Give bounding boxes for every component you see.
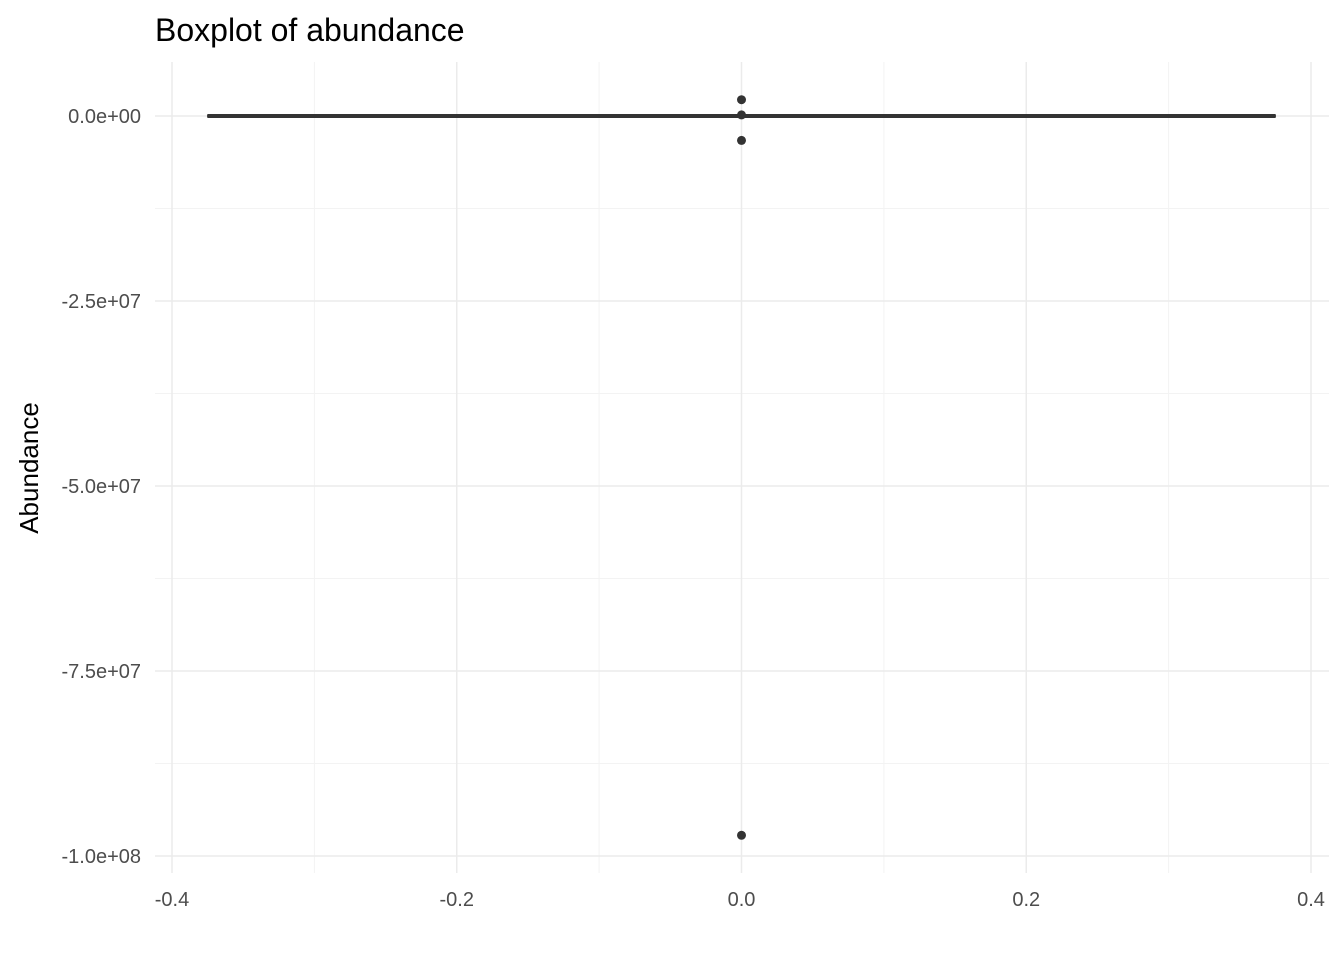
x-tick-label: -0.2 bbox=[440, 889, 474, 911]
x-tick-label: 0.2 bbox=[1012, 889, 1040, 911]
outlier-point bbox=[737, 830, 746, 840]
y-axis-ticks: 0.0e+00 -2.5e+07 -5.0e+07 -7.5e+07 -1.0e+08 bbox=[61, 106, 141, 868]
y-tick-label: -5.0e+07 bbox=[61, 476, 141, 498]
y-tick-label: -2.5e+07 bbox=[61, 291, 141, 313]
x-tick-label: 0.0 bbox=[728, 889, 756, 911]
y-tick-label: -1.0e+08 bbox=[61, 846, 141, 868]
x-tick-label: 0.4 bbox=[1297, 889, 1325, 911]
x-tick-label: -0.4 bbox=[155, 889, 189, 911]
chart-title: Boxplot of abundance bbox=[155, 12, 465, 48]
outlier-point bbox=[737, 135, 746, 145]
x-axis-ticks: -0.4 -0.2 0.0 0.2 0.4 bbox=[155, 889, 1325, 911]
y-tick-label: -7.5e+07 bbox=[61, 661, 141, 683]
grid bbox=[155, 62, 1329, 873]
plot-marks bbox=[207, 95, 1276, 840]
y-axis-label: Abundance bbox=[14, 402, 44, 534]
y-tick-label: 0.0e+00 bbox=[68, 106, 141, 128]
outlier-point bbox=[737, 110, 746, 120]
outlier-point bbox=[737, 95, 746, 105]
